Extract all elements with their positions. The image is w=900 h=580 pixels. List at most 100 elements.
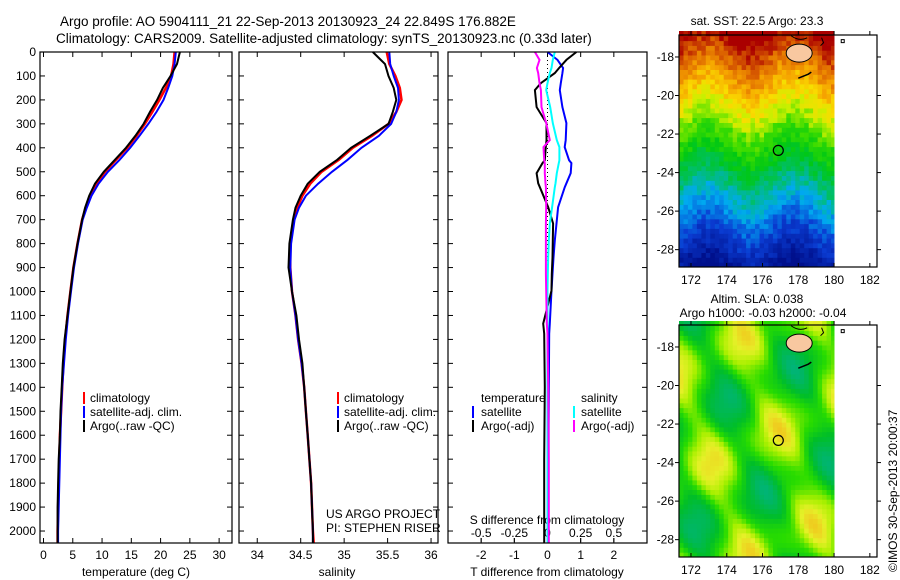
map-cell [768, 108, 774, 114]
map-cell [696, 484, 702, 490]
map-cell [826, 79, 832, 85]
map-cell [795, 537, 801, 543]
map-cell [795, 31, 801, 37]
map-cell [795, 214, 801, 220]
legend-label-argo: Argo(..raw -QC) [344, 419, 429, 433]
y-tick-label: 1500 [9, 404, 36, 418]
map-cell [772, 141, 778, 148]
map-cell [804, 64, 810, 70]
map-cell [790, 175, 796, 181]
map-cell [728, 199, 734, 205]
map-cell [781, 373, 787, 380]
map-cell [692, 35, 698, 42]
map-cell [790, 146, 796, 152]
map-cell [781, 199, 787, 205]
map-cell [759, 55, 765, 61]
map-cell [813, 552, 819, 558]
map-cell [831, 64, 835, 70]
map-cell [741, 451, 747, 457]
map-cell [826, 214, 832, 220]
argo-position-marker [772, 434, 784, 447]
map-cell [808, 228, 814, 234]
map-cell [826, 83, 832, 90]
map-cell [732, 146, 738, 152]
map-cell [790, 354, 796, 360]
map-cell [755, 257, 760, 263]
map-cell [772, 165, 778, 172]
map-cell [822, 479, 828, 486]
map-cell [696, 446, 702, 452]
map-cell [701, 228, 707, 234]
map-cell [781, 194, 787, 200]
map-cell [696, 151, 702, 157]
map-cell [679, 55, 684, 61]
map-cell [732, 436, 738, 442]
y-tick-label: 200 [16, 93, 36, 107]
map-cell [679, 460, 684, 466]
map-cell [817, 223, 823, 229]
map-cell [687, 383, 693, 389]
map-cell [755, 335, 760, 341]
map-cell [777, 108, 783, 114]
map-cell [781, 50, 787, 56]
map-cell [750, 204, 756, 210]
map-cell [728, 499, 734, 505]
map-cell [719, 180, 725, 186]
map-cell [719, 35, 725, 42]
map-cell [808, 373, 814, 380]
map-cell [781, 242, 787, 249]
map-cell [768, 218, 774, 225]
map-cell [768, 98, 774, 104]
salinity-panel: salinity climatology satellite-adj. clim… [238, 51, 441, 579]
map-cell [795, 199, 801, 205]
map-cell [746, 349, 752, 356]
map-cell [741, 508, 747, 515]
map-cell [781, 252, 787, 258]
map-cell [759, 475, 765, 481]
map-cell [701, 180, 707, 186]
map-cell [768, 64, 774, 70]
map-cell [728, 402, 734, 409]
map-cell [813, 479, 819, 486]
map-cell [781, 455, 787, 462]
map-cell [728, 489, 734, 495]
map-cell [750, 247, 756, 253]
map-cell [808, 136, 814, 143]
map-cell [817, 59, 823, 66]
map-cell [822, 359, 828, 365]
map-cell [679, 451, 684, 457]
map-cell [764, 204, 769, 210]
map-cell [750, 523, 756, 529]
map-cell [813, 335, 819, 341]
map-cell [750, 441, 756, 447]
map-cell [692, 475, 698, 481]
map-cell [728, 417, 734, 423]
temperature-legend: climatology satellite-adj. clim. Argo(..… [83, 391, 182, 433]
map-cell [714, 552, 720, 558]
map-cell [692, 88, 698, 95]
map-cell [719, 460, 725, 466]
map-cell [790, 151, 796, 157]
map-cell [746, 161, 752, 167]
map-cell [687, 247, 693, 253]
map-cell [710, 74, 716, 80]
map-cell [831, 242, 835, 249]
map-cell [808, 455, 814, 462]
map-cell [826, 330, 832, 336]
map-cell [746, 74, 752, 80]
y-tick-label: 1300 [9, 356, 36, 370]
map-cell [799, 69, 805, 75]
map-cell [755, 242, 760, 249]
map-cell [831, 441, 835, 447]
map-cell [741, 170, 747, 176]
map-cell [732, 479, 738, 486]
map-cell [795, 175, 801, 181]
map-cell [813, 431, 819, 438]
map-cell [692, 151, 698, 157]
map-cell [790, 199, 796, 205]
map-cell [799, 93, 805, 99]
map-cell [817, 175, 823, 181]
map-cell [687, 156, 693, 162]
map-cell [701, 441, 707, 447]
map-cell [692, 161, 698, 167]
